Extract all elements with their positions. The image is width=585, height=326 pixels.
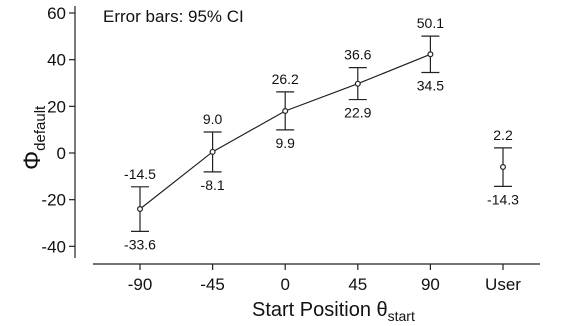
upper-ci-label: 36.6 xyxy=(344,47,371,63)
x-tick-label: -90 xyxy=(128,275,153,294)
value-labels: -14.5 -33.6 9.0 -8.1 26.2 9.9 36.6 22.9 50.1 34.5… xyxy=(124,15,519,252)
x-tick-label: 90 xyxy=(421,275,440,294)
y-tick-label: 40 xyxy=(47,51,66,70)
mean-point xyxy=(354,80,361,87)
lower-ci-label: 22.9 xyxy=(344,105,371,121)
lower-ci-label: 34.5 xyxy=(417,78,444,94)
mean-point xyxy=(427,51,434,58)
y-tick-label: 0 xyxy=(57,144,66,163)
y-tick-label: -20 xyxy=(41,191,66,210)
x-axis-title-main: Start Position θ xyxy=(252,299,388,321)
x-tick-label: User xyxy=(485,275,521,294)
error-bars xyxy=(131,35,512,232)
lower-ci-label: -33.6 xyxy=(124,236,156,252)
y-axis-title: Φdefault xyxy=(19,105,49,170)
x-tick-label: 0 xyxy=(280,275,289,294)
x-axis-title: Start Position θstart xyxy=(252,299,415,324)
mean-point xyxy=(500,164,507,171)
mean-point xyxy=(209,148,216,155)
chart-annotation: Error bars: 95% CI xyxy=(103,7,244,26)
lower-ci-label: 9.9 xyxy=(275,135,295,151)
upper-ci-label: 26.2 xyxy=(272,71,299,87)
upper-ci-label: 50.1 xyxy=(417,15,444,31)
y-axis-title-group: Φdefault xyxy=(19,105,49,170)
upper-ci-label: 9.0 xyxy=(203,111,223,127)
x-axis: -90 -45 0 45 90 User xyxy=(93,263,540,294)
y-tick-label: -40 xyxy=(41,237,66,256)
upper-ci-label: 2.2 xyxy=(493,127,513,143)
y-tick-label: 60 xyxy=(47,4,66,23)
lower-ci-label: -8.1 xyxy=(201,177,225,193)
mean-point xyxy=(137,206,144,213)
y-axis-title-subscript: default xyxy=(32,105,49,151)
x-tick-label: -45 xyxy=(200,275,225,294)
upper-ci-label: -14.5 xyxy=(124,166,156,182)
y-tick-label: 20 xyxy=(47,97,66,116)
lower-ci-label: -14.3 xyxy=(487,191,519,207)
y-axis: -40 -20 0 20 40 60 xyxy=(41,4,76,258)
x-tick-label: 45 xyxy=(348,275,367,294)
x-axis-title-subscript: start xyxy=(388,308,415,324)
y-axis-title-main: Φ xyxy=(19,151,46,170)
mean-point xyxy=(282,107,289,114)
